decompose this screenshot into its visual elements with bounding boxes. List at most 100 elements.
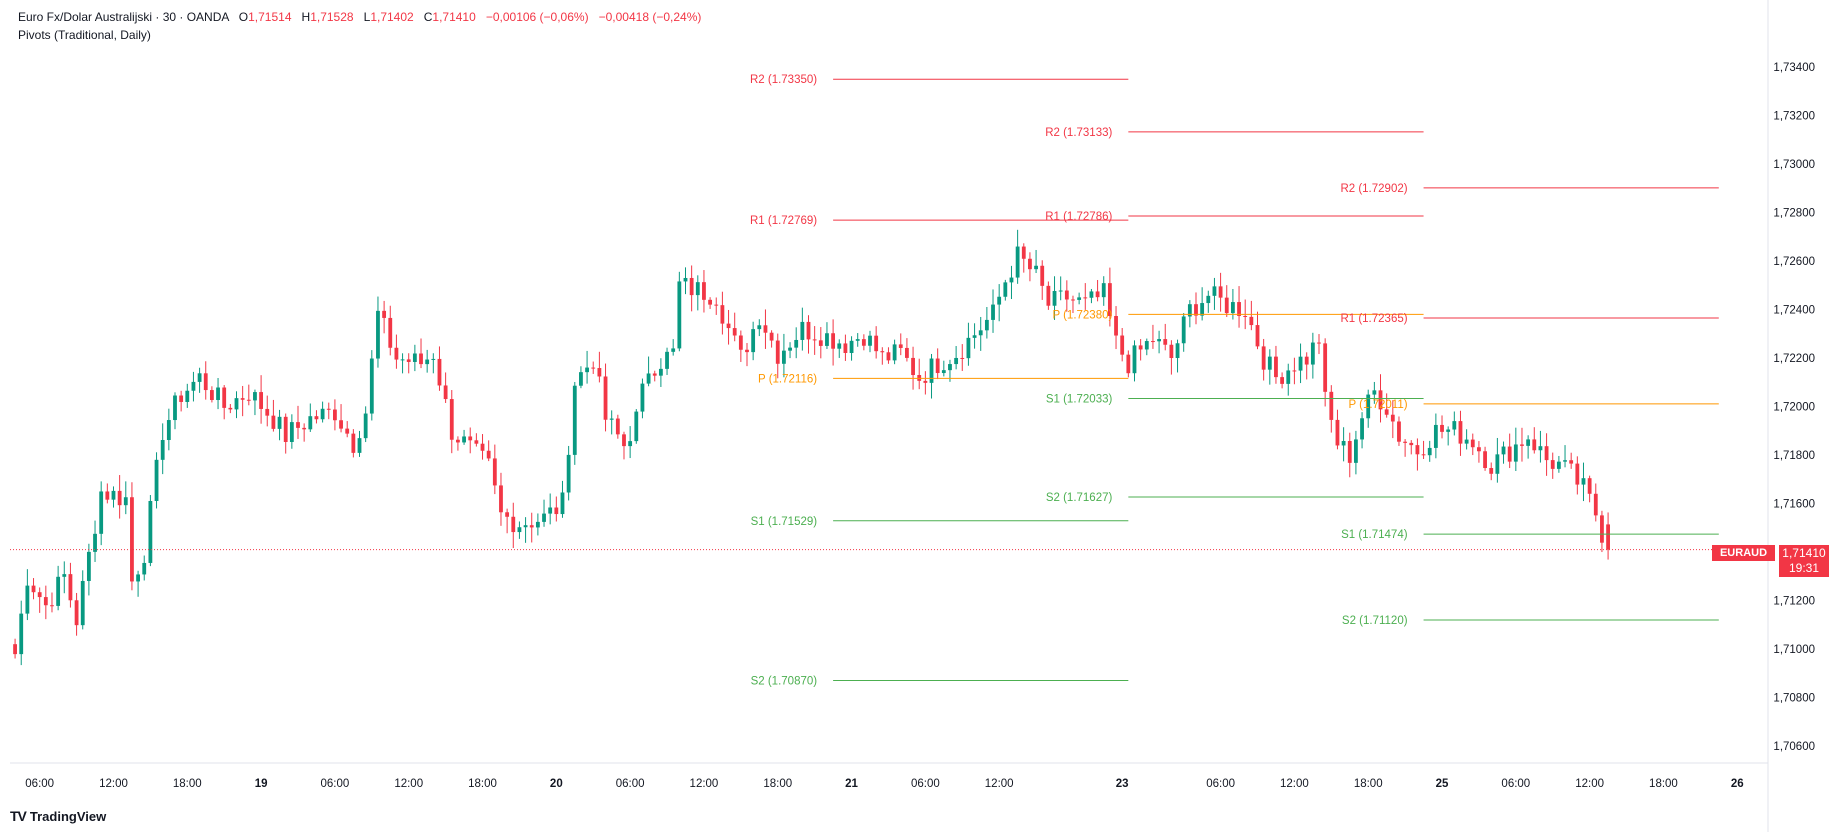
last-price-label: 1,71410 19:31 — [1779, 545, 1829, 577]
candle-body — [345, 428, 350, 434]
candle-body — [1593, 493, 1598, 516]
candle-body — [123, 497, 128, 506]
candle-body — [1600, 515, 1604, 543]
candle-body — [234, 398, 239, 410]
time-tick: 06:00 — [1501, 778, 1530, 790]
candle-body — [1458, 421, 1463, 444]
candle-body — [683, 277, 688, 282]
candle-body — [806, 321, 811, 340]
chart-header: Euro Fx/Dolar Australijski · 30 · OANDA … — [18, 10, 701, 24]
candle-body — [554, 507, 559, 515]
candle-body — [431, 358, 436, 360]
price-tick: 1,72400 — [1773, 305, 1815, 317]
candle-body — [1064, 290, 1069, 300]
candle-body — [874, 335, 879, 352]
tradingview-logo[interactable]: TV TradingView — [10, 808, 106, 824]
candle-body — [714, 304, 719, 306]
time-tick: 23 — [1116, 778, 1129, 790]
candle-body — [517, 527, 522, 533]
candle-body — [843, 343, 848, 353]
candle-body — [1384, 409, 1389, 415]
candle-body — [566, 454, 571, 493]
candle-body — [1138, 345, 1143, 350]
candle-body — [425, 359, 430, 365]
candle-body — [1544, 446, 1549, 461]
candle-body — [203, 373, 208, 391]
price-tick: 1,70800 — [1773, 693, 1815, 705]
candle-body — [1255, 325, 1260, 347]
candle-body — [1470, 439, 1475, 448]
candle-body — [1556, 461, 1561, 469]
candle-body — [339, 420, 343, 429]
candle-body — [720, 305, 725, 324]
candle-body — [837, 343, 842, 349]
candle-body — [1483, 451, 1487, 469]
brand-name: TradingView — [29, 808, 107, 824]
indicator-legend[interactable]: Pivots (Traditional, Daily) — [18, 28, 151, 42]
candle-body — [1317, 342, 1321, 344]
candle-body — [511, 516, 516, 533]
candle-body — [462, 436, 466, 443]
close-value: 1,71410 — [432, 10, 476, 24]
time-tick: 12:00 — [985, 778, 1014, 790]
candle-body — [1200, 303, 1205, 316]
candle-body — [253, 392, 257, 401]
candle-body — [978, 330, 983, 336]
high-label: H — [301, 10, 311, 24]
candle-body — [1323, 343, 1328, 392]
candle-body — [419, 353, 423, 365]
candle-body — [191, 381, 196, 391]
candle-body — [818, 340, 823, 346]
candle-body — [1495, 454, 1500, 474]
time-tick: 12:00 — [394, 778, 423, 790]
candle-body — [1280, 377, 1285, 384]
change-value: −0,00106 (−0,06%) — [485, 10, 589, 24]
candle-body — [954, 357, 959, 365]
pivot-label-r1: R1 (1.72786) — [1045, 211, 1112, 223]
candle-body — [1114, 315, 1118, 336]
symbol-title[interactable]: Euro Fx/Dolar Australijski · 30 · OANDA — [18, 10, 229, 24]
candle-body — [197, 373, 202, 382]
candle-body — [658, 368, 663, 376]
price-tick: 1,71800 — [1773, 450, 1815, 462]
candle-body — [93, 533, 97, 552]
candle-body — [1009, 277, 1014, 283]
candle-body — [726, 323, 731, 329]
pivot-label-p: P (1.72116) — [758, 373, 817, 385]
candle-body — [794, 339, 799, 348]
candle-body — [1415, 445, 1420, 455]
candle-body — [173, 395, 177, 421]
candle-body — [99, 491, 104, 534]
candle-body — [326, 408, 331, 410]
price-tick: 1,71000 — [1773, 644, 1815, 656]
candle-body — [437, 358, 442, 386]
candle-body — [1421, 454, 1426, 456]
candle-body — [1587, 478, 1592, 494]
candle-body — [1532, 439, 1537, 451]
candle-body — [1563, 460, 1567, 462]
candle-body — [443, 385, 448, 400]
candle-body — [68, 574, 73, 601]
candle-body — [1550, 460, 1555, 469]
candle-body — [37, 592, 42, 598]
candle-body — [572, 385, 577, 455]
candle-body — [591, 367, 596, 369]
candle-body — [769, 332, 774, 341]
candle-body — [812, 339, 817, 341]
candle-body — [357, 438, 362, 453]
candle-body — [1274, 356, 1278, 378]
candle-body — [1003, 282, 1008, 297]
candle-body — [652, 373, 657, 376]
candle-body — [1107, 283, 1112, 316]
candle-body — [585, 367, 589, 373]
candle-body — [228, 407, 233, 410]
candle-body — [1501, 446, 1506, 455]
candle-body — [941, 370, 946, 374]
candle-body — [1261, 346, 1266, 370]
candle-body — [277, 416, 282, 429]
candle-body — [542, 513, 546, 522]
candle-body — [1249, 316, 1254, 326]
candle-body — [529, 525, 534, 528]
candle-body — [911, 357, 915, 376]
